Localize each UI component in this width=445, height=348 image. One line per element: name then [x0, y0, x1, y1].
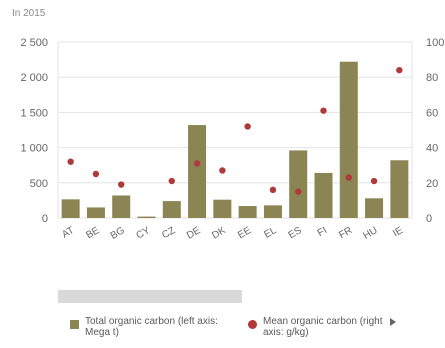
x-tick-label: IE: [391, 225, 405, 239]
dot-series: [67, 66, 403, 195]
right-tick-label: 100: [426, 37, 444, 49]
right-axis-ticks: 0 20 40 60 80 100: [426, 37, 444, 225]
x-tick-label: AT: [60, 225, 76, 241]
bar-cy[interactable]: [137, 216, 156, 218]
bar-dk[interactable]: [213, 199, 232, 218]
dot-fi[interactable]: [320, 107, 327, 114]
dot-fr[interactable]: [345, 174, 352, 181]
bar-bg[interactable]: [112, 195, 131, 218]
right-tick-label: 80: [426, 72, 438, 84]
dot-de[interactable]: [193, 160, 201, 167]
legend-swatch-bar: [70, 320, 79, 329]
legend: Total organic carbon (left axis: Mega t)…: [0, 316, 445, 348]
dot-cz[interactable]: [168, 177, 175, 185]
legend-swatch-dot: [248, 320, 257, 329]
bar-el[interactable]: [263, 205, 282, 218]
grid-lines: [57, 41, 413, 219]
bar-ee[interactable]: [238, 206, 257, 218]
left-tick-label: 0: [42, 213, 48, 225]
bar-ie[interactable]: [390, 160, 409, 218]
bar-be[interactable]: [86, 207, 105, 218]
dot-ie[interactable]: [396, 66, 403, 74]
x-tick-label: BE: [84, 225, 101, 241]
bar-es[interactable]: [289, 150, 308, 218]
x-tick-label: ES: [287, 225, 304, 241]
left-tick-label: 2 500: [20, 37, 48, 49]
bar-fr[interactable]: [339, 61, 358, 218]
chart: In 2015 0 500 1 000 1 500 2 000 2 500 0 20 40 60…: [12, 8, 444, 242]
right-tick-label: 60: [426, 107, 438, 119]
x-tick-label: FR: [337, 225, 354, 241]
dot-el[interactable]: [269, 186, 277, 194]
right-tick-label: 40: [426, 143, 438, 155]
x-tick-label: DE: [185, 225, 203, 242]
dot-be[interactable]: [92, 170, 100, 178]
x-tick-label: FI: [316, 225, 329, 239]
right-tick-label: 0: [426, 213, 432, 225]
x-tick-label: EE: [236, 225, 253, 241]
dot-hu[interactable]: [370, 177, 378, 185]
legend-item-mean-organic-carbon[interactable]: Mean organic carbon (right axis: g/kg): [248, 316, 403, 338]
x-tick-label: CZ: [160, 225, 177, 241]
left-tick-label: 1 000: [20, 143, 48, 155]
dot-es[interactable]: [295, 188, 302, 195]
bar-de[interactable]: [188, 125, 207, 218]
x-tick-label: EL: [262, 225, 278, 241]
x-axis-ticks: AT BE BG CY CZ DE DK EE EL ES FI FR HU IE: [60, 225, 405, 242]
left-axis-ticks: 0 500 1 000 1 500 2 000 2 500: [20, 37, 48, 225]
x-tick-label: BG: [109, 225, 127, 242]
bar-at[interactable]: [61, 199, 80, 218]
legend-item-total-organic-carbon[interactable]: Total organic carbon (left axis: Mega t): [70, 316, 225, 338]
left-tick-label: 1 500: [20, 107, 48, 119]
chart-scrollbar[interactable]: [58, 290, 242, 303]
bar-fi[interactable]: [314, 172, 333, 218]
right-tick-label: 20: [426, 178, 438, 190]
bar-cz[interactable]: [162, 201, 181, 218]
legend-next-arrow-icon[interactable]: [390, 318, 396, 326]
left-tick-label: 2 000: [20, 72, 48, 84]
bar-series: [61, 61, 409, 218]
legend-label-total: Total organic carbon (left axis: Mega t): [85, 316, 218, 338]
dot-at[interactable]: [67, 158, 74, 165]
dot-ee[interactable]: [244, 123, 251, 130]
x-tick-label: CY: [134, 225, 152, 242]
chart-subtitle: In 2015: [12, 8, 46, 19]
x-tick-label: HU: [362, 225, 380, 242]
dot-dk[interactable]: [219, 167, 226, 174]
bar-hu[interactable]: [365, 198, 384, 218]
legend-label-mean: Mean organic carbon (right axis: g/kg): [263, 316, 383, 338]
left-tick-label: 500: [30, 178, 48, 190]
dot-bg[interactable]: [118, 181, 125, 188]
x-tick-label: DK: [210, 225, 228, 242]
